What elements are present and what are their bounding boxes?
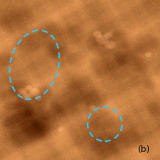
- Text: (b): (b): [137, 145, 150, 154]
